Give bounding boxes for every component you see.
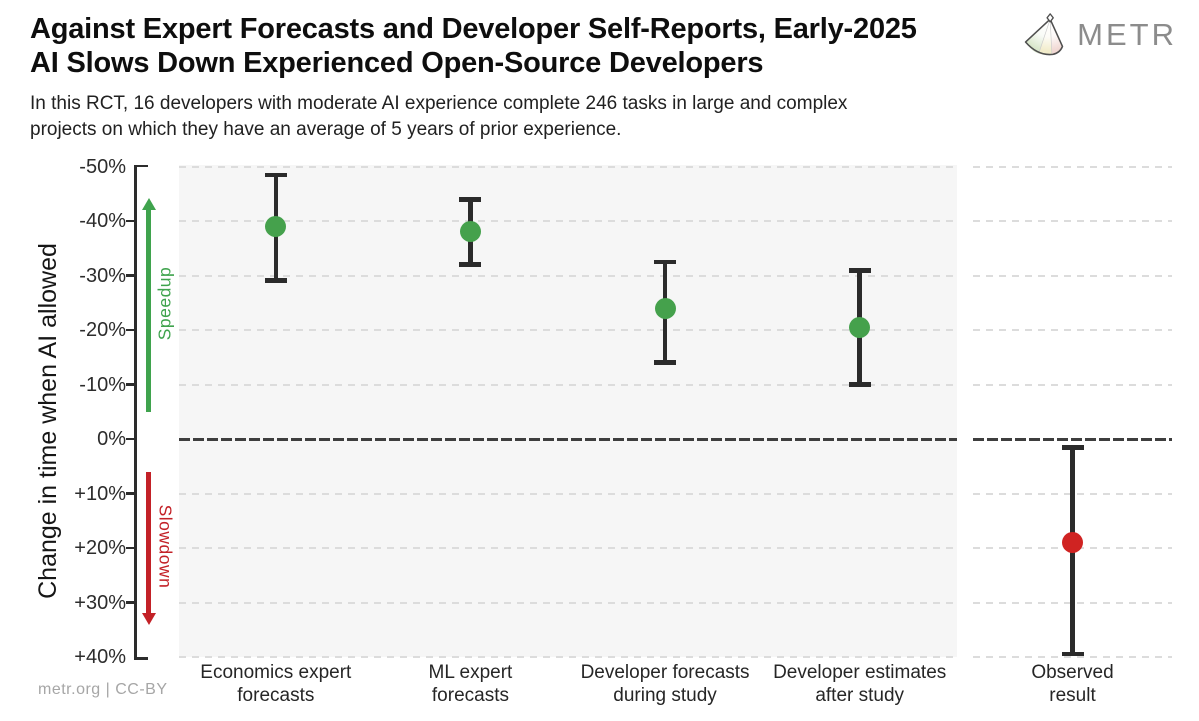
gridline-main xyxy=(178,492,957,495)
y-tick-label: -40% xyxy=(79,210,126,232)
metr-logo: METR xyxy=(1022,12,1177,58)
slowdown-arrow-head-icon xyxy=(141,613,156,626)
y-tick-mark xyxy=(126,383,134,386)
title-line-2: AI Slows Down Experienced Open-Source De… xyxy=(30,47,764,79)
y-axis-cap-bottom xyxy=(134,657,148,660)
zero-gridline-observed xyxy=(973,438,1172,441)
metr-logo-text: METR xyxy=(1077,17,1177,52)
gridline-main xyxy=(178,601,957,604)
category-label-economics-expert-forecasts: Economics expert forecasts xyxy=(161,661,391,707)
y-tick-label: -10% xyxy=(79,373,126,396)
y-axis-line xyxy=(134,164,137,659)
error-cap-top-ml-expert-forecasts xyxy=(459,197,482,202)
subtitle-line-1: In this RCT, 16 developers with moderate… xyxy=(30,93,848,114)
zero-gridline-main xyxy=(178,438,957,441)
error-cap-top-developer-forecasts-during-study xyxy=(654,259,677,265)
y-tick-label: 0% xyxy=(97,428,126,450)
y-axis-cap-top xyxy=(134,164,148,167)
gridline-main xyxy=(178,274,957,277)
subtitle-line-2: projects on which they have an average o… xyxy=(30,119,622,140)
gridline-main xyxy=(178,383,957,386)
gridline-observed xyxy=(973,656,1172,658)
gridline-main xyxy=(178,165,957,168)
data-point-developer-forecasts-during-study xyxy=(654,297,676,319)
data-point-economics-expert-forecasts xyxy=(265,215,287,237)
gridline-observed xyxy=(973,383,1172,386)
y-tick-label: -20% xyxy=(79,319,126,341)
page-title: Against Expert Forecasts and Developer S… xyxy=(30,12,917,80)
main-panel xyxy=(178,165,957,657)
speedup-arrow xyxy=(146,209,151,412)
y-tick-label: +20% xyxy=(74,537,126,559)
category-label-line: forecasts xyxy=(431,685,509,706)
y-tick-label: -50% xyxy=(79,155,126,178)
data-point-ml-expert-forecasts xyxy=(459,221,481,243)
y-tick-mark xyxy=(126,546,134,550)
metr-logo-icon xyxy=(1024,13,1064,56)
gridline-main xyxy=(178,220,957,222)
gridline-main xyxy=(178,656,957,658)
y-tick-mark xyxy=(126,437,134,441)
category-label-line: Observed xyxy=(1031,662,1114,683)
credit-text: metr.org | CC-BY xyxy=(38,681,168,698)
gridline-observed xyxy=(973,165,1172,168)
speedup-arrow-head-icon xyxy=(141,198,156,211)
y-tick-mark xyxy=(126,274,134,277)
gridline-observed xyxy=(973,220,1172,222)
y-tick-mark xyxy=(126,601,134,604)
error-cap-bottom-developer-forecasts-during-study xyxy=(654,360,677,365)
category-label-line: during study xyxy=(613,685,717,706)
y-tick-label: +10% xyxy=(74,482,126,505)
slowdown-label: Slowdown xyxy=(155,504,176,589)
gridline-main xyxy=(178,329,957,331)
gridline-observed xyxy=(973,329,1172,331)
error-cap-top-developer-estimates-after-study xyxy=(848,268,871,273)
category-label-line: Economics expert xyxy=(200,662,352,683)
category-label-line: Developer estimates xyxy=(773,662,947,683)
category-label-line: forecasts xyxy=(237,685,315,706)
y-tick-label: -30% xyxy=(79,264,126,287)
category-label-line: after study xyxy=(815,685,905,706)
y-tick-label: +40% xyxy=(74,646,126,668)
error-cap-bottom-economics-expert-forecasts xyxy=(264,278,287,283)
slowdown-arrow xyxy=(146,471,151,615)
gridline-main xyxy=(178,547,957,549)
y-axis-title: Change in time when AI allowed xyxy=(34,243,62,599)
category-label-developer-estimates-after-study: Developer estimates after study xyxy=(745,661,975,707)
category-label-ml-expert-forecasts: ML expert forecasts xyxy=(355,661,585,707)
speedup-label: Speedup xyxy=(154,267,175,341)
error-cap-bottom-observed-result xyxy=(1061,651,1084,657)
error-cap-bottom-ml-expert-forecasts xyxy=(459,262,482,267)
data-point-observed-result xyxy=(1062,532,1083,554)
y-tick-label: +30% xyxy=(74,591,126,614)
error-cap-bottom-developer-estimates-after-study xyxy=(848,382,871,387)
gridline-observed xyxy=(973,274,1172,277)
data-point-developer-estimates-after-study xyxy=(849,316,871,338)
category-label-observed-result: Observed result xyxy=(958,661,1188,707)
category-label-line: Developer forecasts xyxy=(580,662,750,683)
category-label-line: result xyxy=(1049,685,1096,706)
y-tick-mark xyxy=(126,492,134,495)
page-subtitle: In this RCT, 16 developers with moderate… xyxy=(30,91,847,143)
error-cap-top-economics-expert-forecasts xyxy=(264,172,287,178)
category-label-developer-forecasts-during-study: Developer forecasts during study xyxy=(550,661,780,707)
y-tick-mark xyxy=(126,328,134,332)
title-line-1: Against Expert Forecasts and Developer S… xyxy=(30,13,917,45)
category-label-line: ML expert xyxy=(428,662,513,683)
y-tick-mark xyxy=(126,219,134,223)
error-cap-top-observed-result xyxy=(1061,445,1084,450)
